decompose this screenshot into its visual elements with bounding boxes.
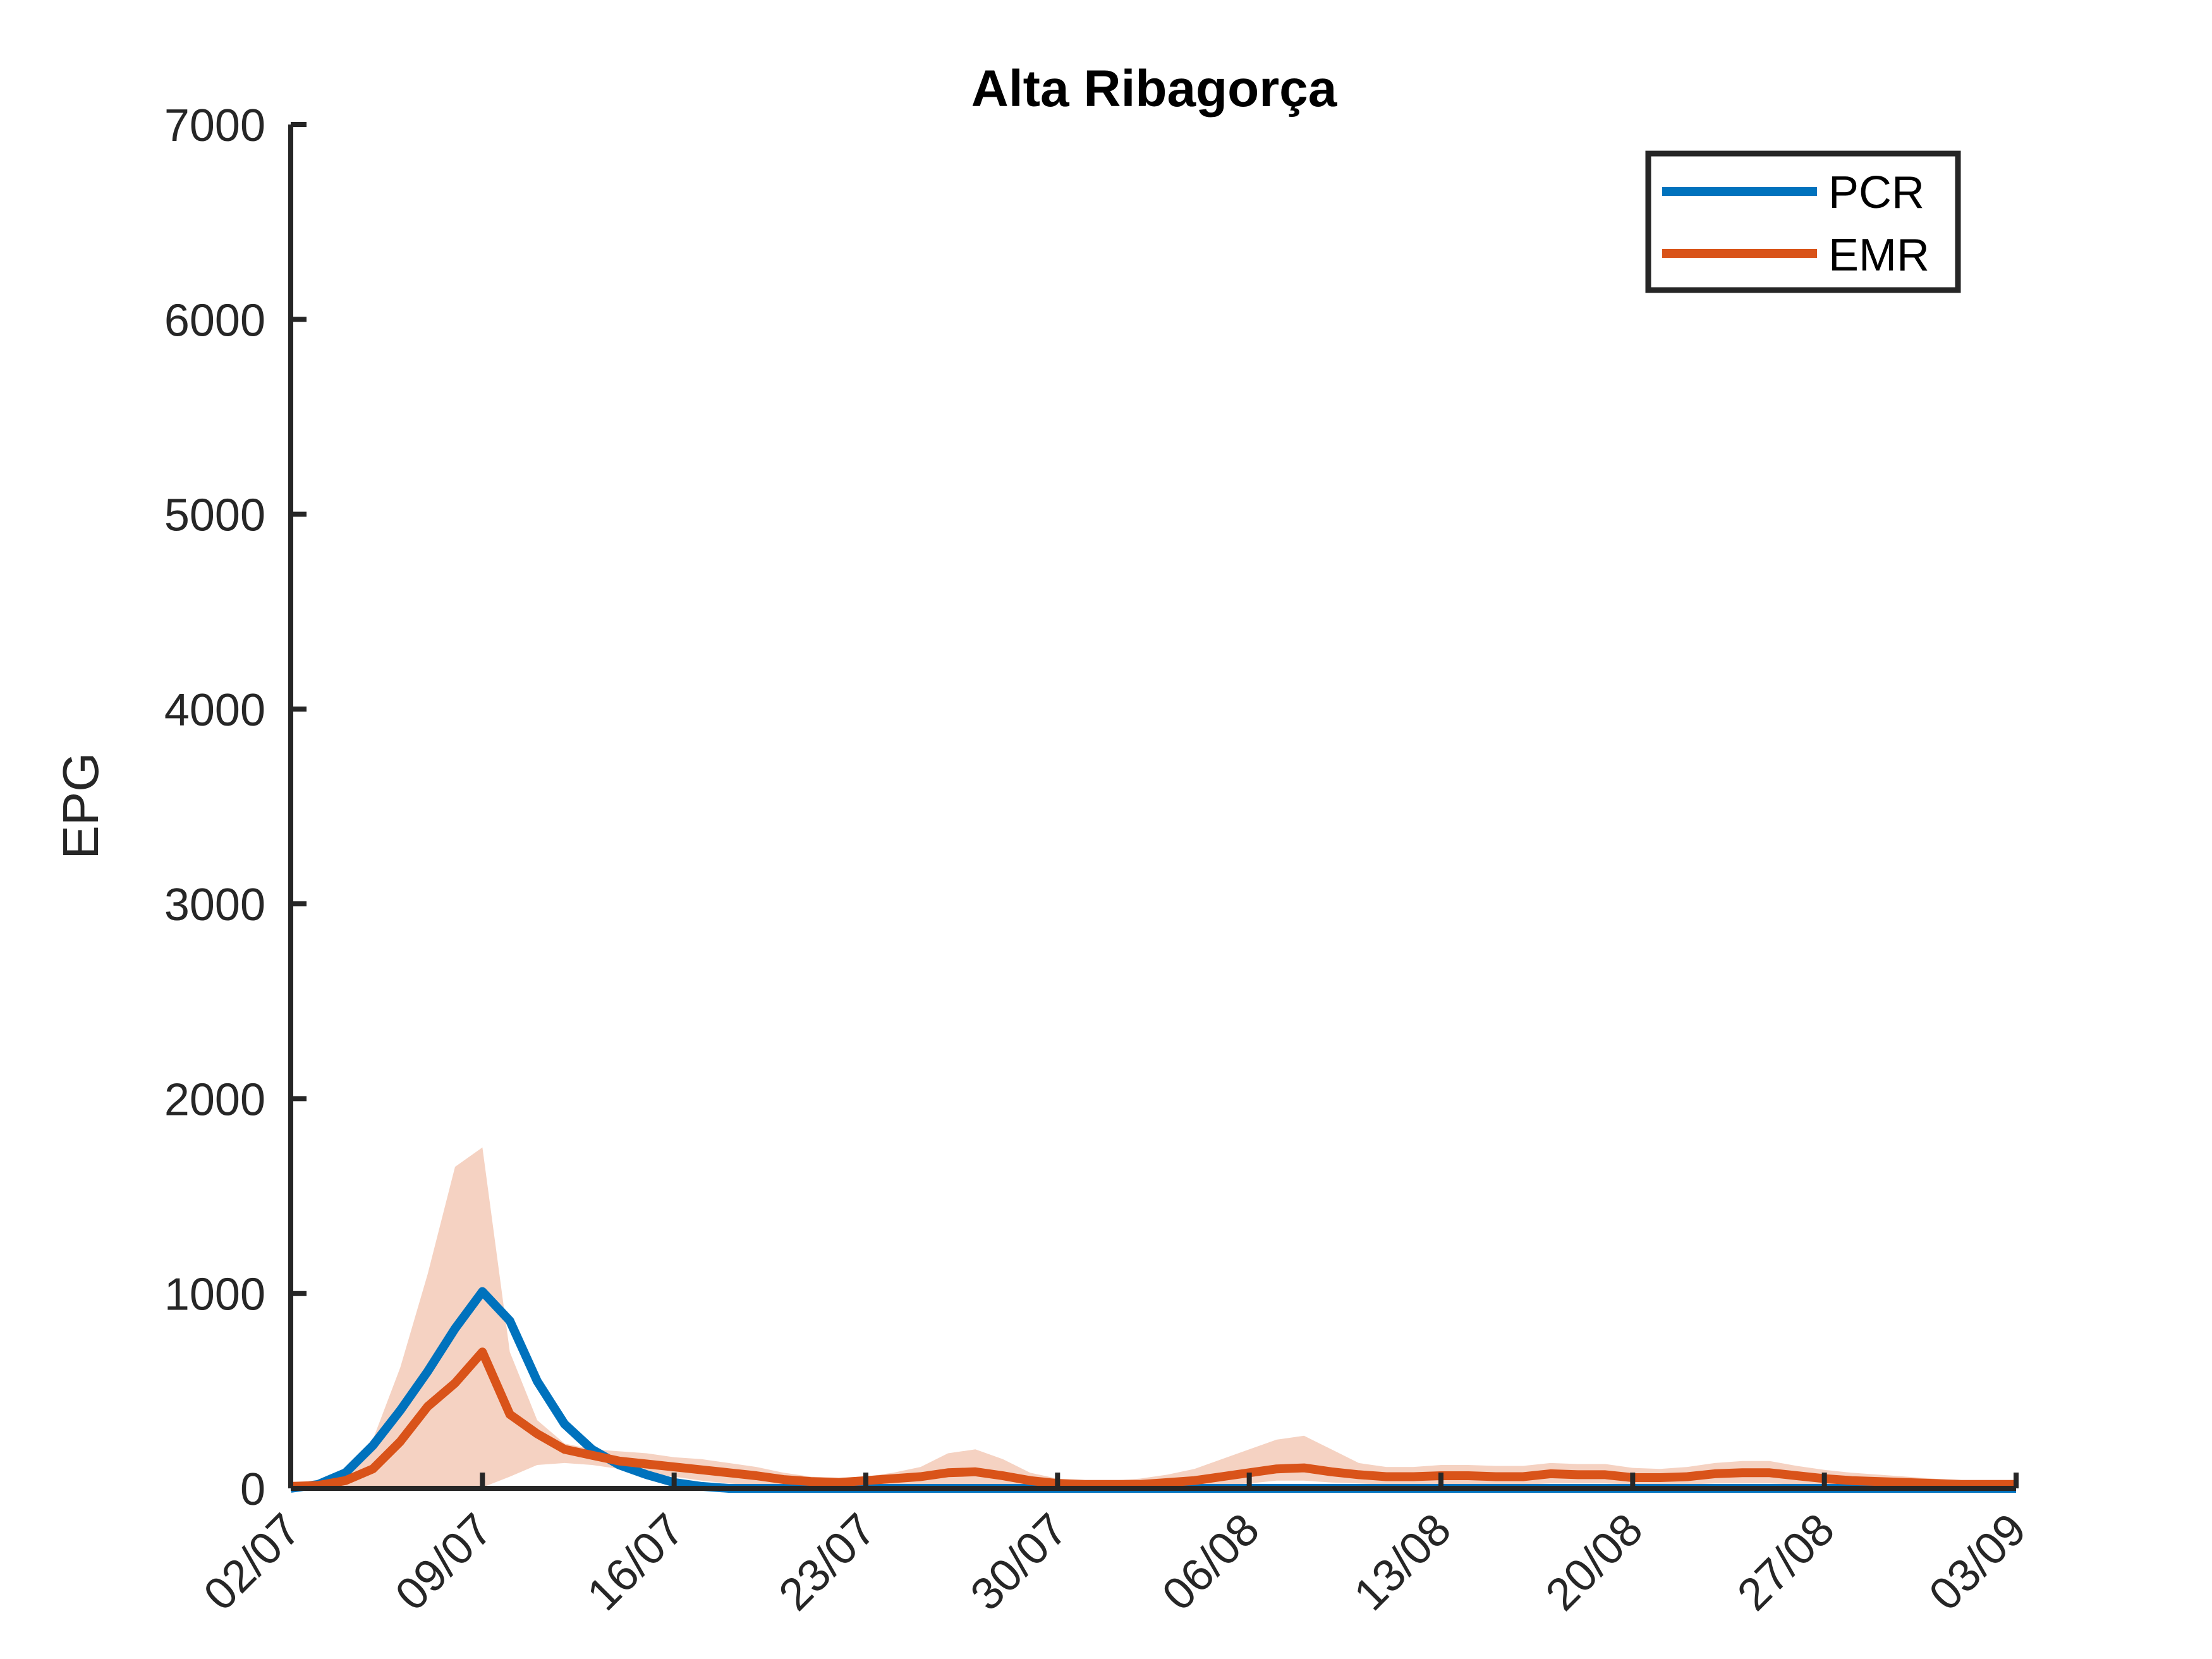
x-tick-label: 03/09: [1919, 1504, 2036, 1620]
chart-title: Alta Ribagorça: [971, 60, 1338, 118]
y-tick-label: 3000: [164, 880, 265, 930]
legend-label-pcr: PCR: [1828, 167, 1924, 218]
y-tick-label: 0: [240, 1464, 265, 1515]
y-tick-label: 4000: [164, 685, 265, 736]
y-tick-label: 7000: [164, 100, 265, 151]
x-tick-label: 30/07: [961, 1504, 1078, 1620]
x-tick-label: 27/08: [1728, 1504, 1844, 1620]
y-tick-label: 1000: [164, 1270, 265, 1320]
legend: PCR EMR: [1645, 150, 1961, 293]
legend-box: [1645, 150, 1961, 293]
y-tick-label: 6000: [164, 295, 265, 346]
x-tick-label: 16/07: [578, 1504, 694, 1620]
confidence-band-layer: [291, 1147, 2016, 1488]
series-line-emr: [290, 1347, 2016, 1491]
y-axis-label: EPG: [52, 753, 109, 860]
y-tick-label: 2000: [164, 1074, 265, 1125]
x-tick-label: 23/07: [769, 1504, 885, 1620]
legend-label-emr: EMR: [1828, 230, 1929, 281]
x-tick-label: 09/07: [386, 1504, 502, 1620]
emr-confidence-band: [291, 1147, 2016, 1488]
x-tick-label: 20/08: [1536, 1504, 1653, 1620]
x-tick-label: 13/08: [1344, 1504, 1461, 1620]
x-tick-label: 06/08: [1153, 1504, 1269, 1620]
y-tick-label: 5000: [164, 490, 265, 541]
x-tick-label: 02/07: [194, 1504, 310, 1620]
